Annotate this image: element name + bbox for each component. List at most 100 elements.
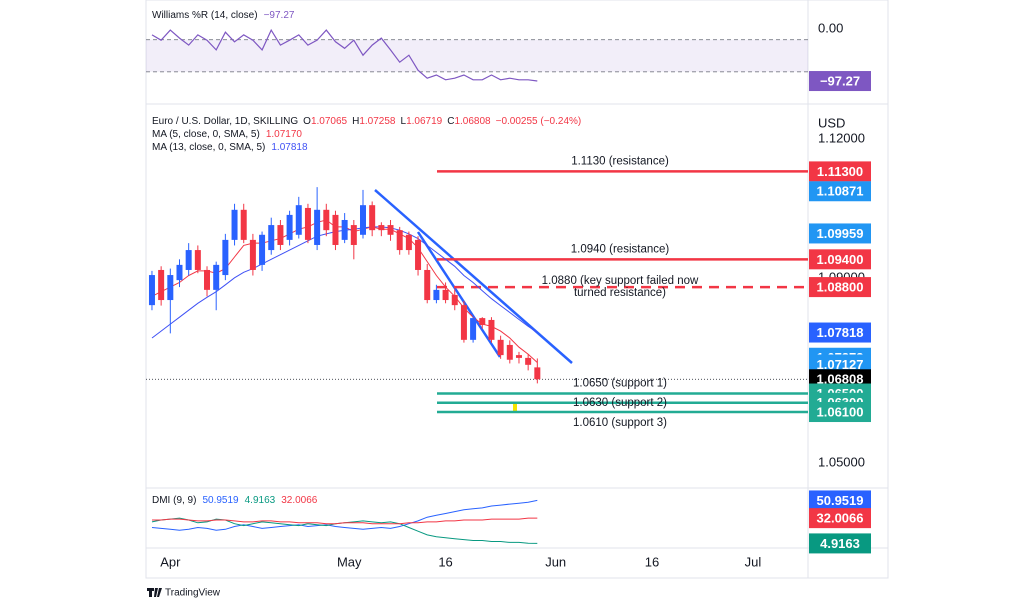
- price-pane: Euro / U.S. Dollar, 1D, SKILLING O1.07065…: [146, 116, 808, 429]
- price-badge-label: 1.11300: [817, 164, 863, 179]
- price-badge-label: 1.07127: [817, 357, 864, 372]
- candle-body: [332, 214, 339, 245]
- candle-body: [451, 294, 458, 306]
- dmi-line: [152, 517, 538, 525]
- candle-body: [259, 234, 266, 265]
- ma-value: 1.07170: [266, 129, 303, 140]
- candle-body: [213, 264, 220, 290]
- trend-line: [374, 189, 573, 364]
- price-badge: [809, 277, 871, 298]
- brand-name: TradingView: [165, 588, 221, 599]
- ohlc-value: 1.06719: [406, 116, 443, 127]
- price-badge: [809, 223, 871, 244]
- candle-body: [185, 250, 192, 270]
- candle-body: [204, 269, 211, 290]
- candle-body: [341, 219, 348, 240]
- candle-body: [304, 207, 311, 240]
- ohlc-value: 1.06808: [454, 116, 491, 127]
- dmi-pane: DMI (9, 9) 50.9519 4.9163 32.0066: [151, 495, 538, 544]
- level-label: 1.0630 (support 2): [573, 397, 667, 409]
- level-label: 1.0880 (key support failed now: [542, 275, 699, 287]
- price-badge: [809, 402, 871, 423]
- candle-body: [396, 230, 403, 251]
- symbol-legend: Euro / U.S. Dollar, 1D, SKILLING O1.07065…: [152, 116, 581, 127]
- candle-body: [433, 289, 440, 301]
- candle-body: [323, 209, 330, 231]
- candle-body: [488, 319, 495, 340]
- symbol-title: Euro / U.S. Dollar, 1D, SKILLING: [152, 116, 298, 127]
- price-badge-label: 1.07818: [817, 325, 864, 340]
- logo-icon: [147, 588, 162, 597]
- candle-body: [497, 339, 504, 356]
- price-badge-label: 1.09959: [817, 226, 864, 241]
- candle-body: [378, 225, 385, 231]
- y-tick-label: 0.00: [818, 20, 843, 35]
- ohlc-value: 1.07065: [311, 116, 348, 127]
- candle-body: [424, 269, 431, 301]
- candle-body: [194, 250, 201, 270]
- x-tick-label: Jun: [545, 554, 566, 569]
- level-label: 1.0610 (support 3): [573, 417, 667, 429]
- candle-body: [470, 318, 477, 340]
- price-badge-label: 1.10871: [817, 184, 864, 199]
- level-label: 1.0650 (support 1): [573, 378, 667, 390]
- candle-body: [148, 275, 155, 306]
- price-badge: [809, 249, 871, 270]
- candle-body: [460, 305, 467, 340]
- candle-body: [176, 264, 183, 281]
- price-badge: [809, 161, 871, 182]
- x-tick-label: 16: [645, 554, 659, 569]
- ohlc-key: C: [447, 116, 454, 127]
- candle-body: [525, 357, 532, 365]
- candle-body: [506, 344, 513, 360]
- price-badge-label: 1.06100: [817, 404, 864, 419]
- level-label: turned resistance): [574, 287, 666, 299]
- y-tick-label: 1.05000: [818, 454, 865, 469]
- candle-body: [231, 209, 238, 240]
- price-badge-label: 50.9519: [817, 493, 864, 508]
- brand-logo: TradingView: [147, 588, 221, 599]
- dmi-line: [151, 499, 538, 531]
- price-badge-label: 4.9163: [820, 536, 860, 551]
- indicator-title: Williams %R (14, close): [152, 10, 258, 21]
- indicator-value: −97.27: [264, 10, 295, 21]
- x-tick-label: Jul: [745, 554, 762, 569]
- candle-body: [515, 355, 522, 358]
- candle-body: [277, 225, 284, 245]
- unit-label: USD: [818, 115, 845, 130]
- price-badge: [809, 508, 871, 529]
- indicator-value: 4.9163: [245, 495, 276, 506]
- overbought-band: [146, 39, 808, 72]
- candle-body: [479, 318, 486, 326]
- ma-name: MA (13, close, 0, SMA, 5): [152, 142, 265, 153]
- candle-body: [268, 225, 275, 251]
- candle-body: [442, 289, 449, 301]
- candle-body: [369, 205, 376, 231]
- marker: [513, 402, 517, 413]
- price-badge-label: 32.0066: [817, 511, 864, 526]
- trend-line: [416, 231, 502, 358]
- price-badge: [809, 533, 871, 554]
- candle-body: [387, 225, 394, 235]
- candle-body: [222, 239, 229, 276]
- candle-body: [314, 209, 321, 245]
- price-badge: [809, 490, 871, 511]
- ma-value: 1.07818: [271, 142, 308, 153]
- indicator-value: 32.0066: [281, 495, 318, 506]
- indicator-value: 50.9519: [202, 495, 239, 506]
- candle-body: [295, 205, 302, 235]
- candle-body: [415, 239, 422, 270]
- price-badge-label: 1.09400: [817, 252, 864, 267]
- candle-body: [240, 209, 247, 240]
- ma-name: MA (5, close, 0, SMA, 5): [152, 129, 260, 140]
- candle-body: [534, 367, 541, 380]
- williams-line: [151, 28, 538, 82]
- ohlc-key: H: [352, 116, 359, 127]
- x-tick-label: May: [337, 554, 362, 569]
- x-tick-label: Apr: [160, 554, 181, 569]
- price-badge-label: 1.08800: [817, 280, 864, 295]
- ohlc-key: O: [303, 116, 311, 127]
- change-value: −0.00255 (−0.24%): [496, 116, 582, 127]
